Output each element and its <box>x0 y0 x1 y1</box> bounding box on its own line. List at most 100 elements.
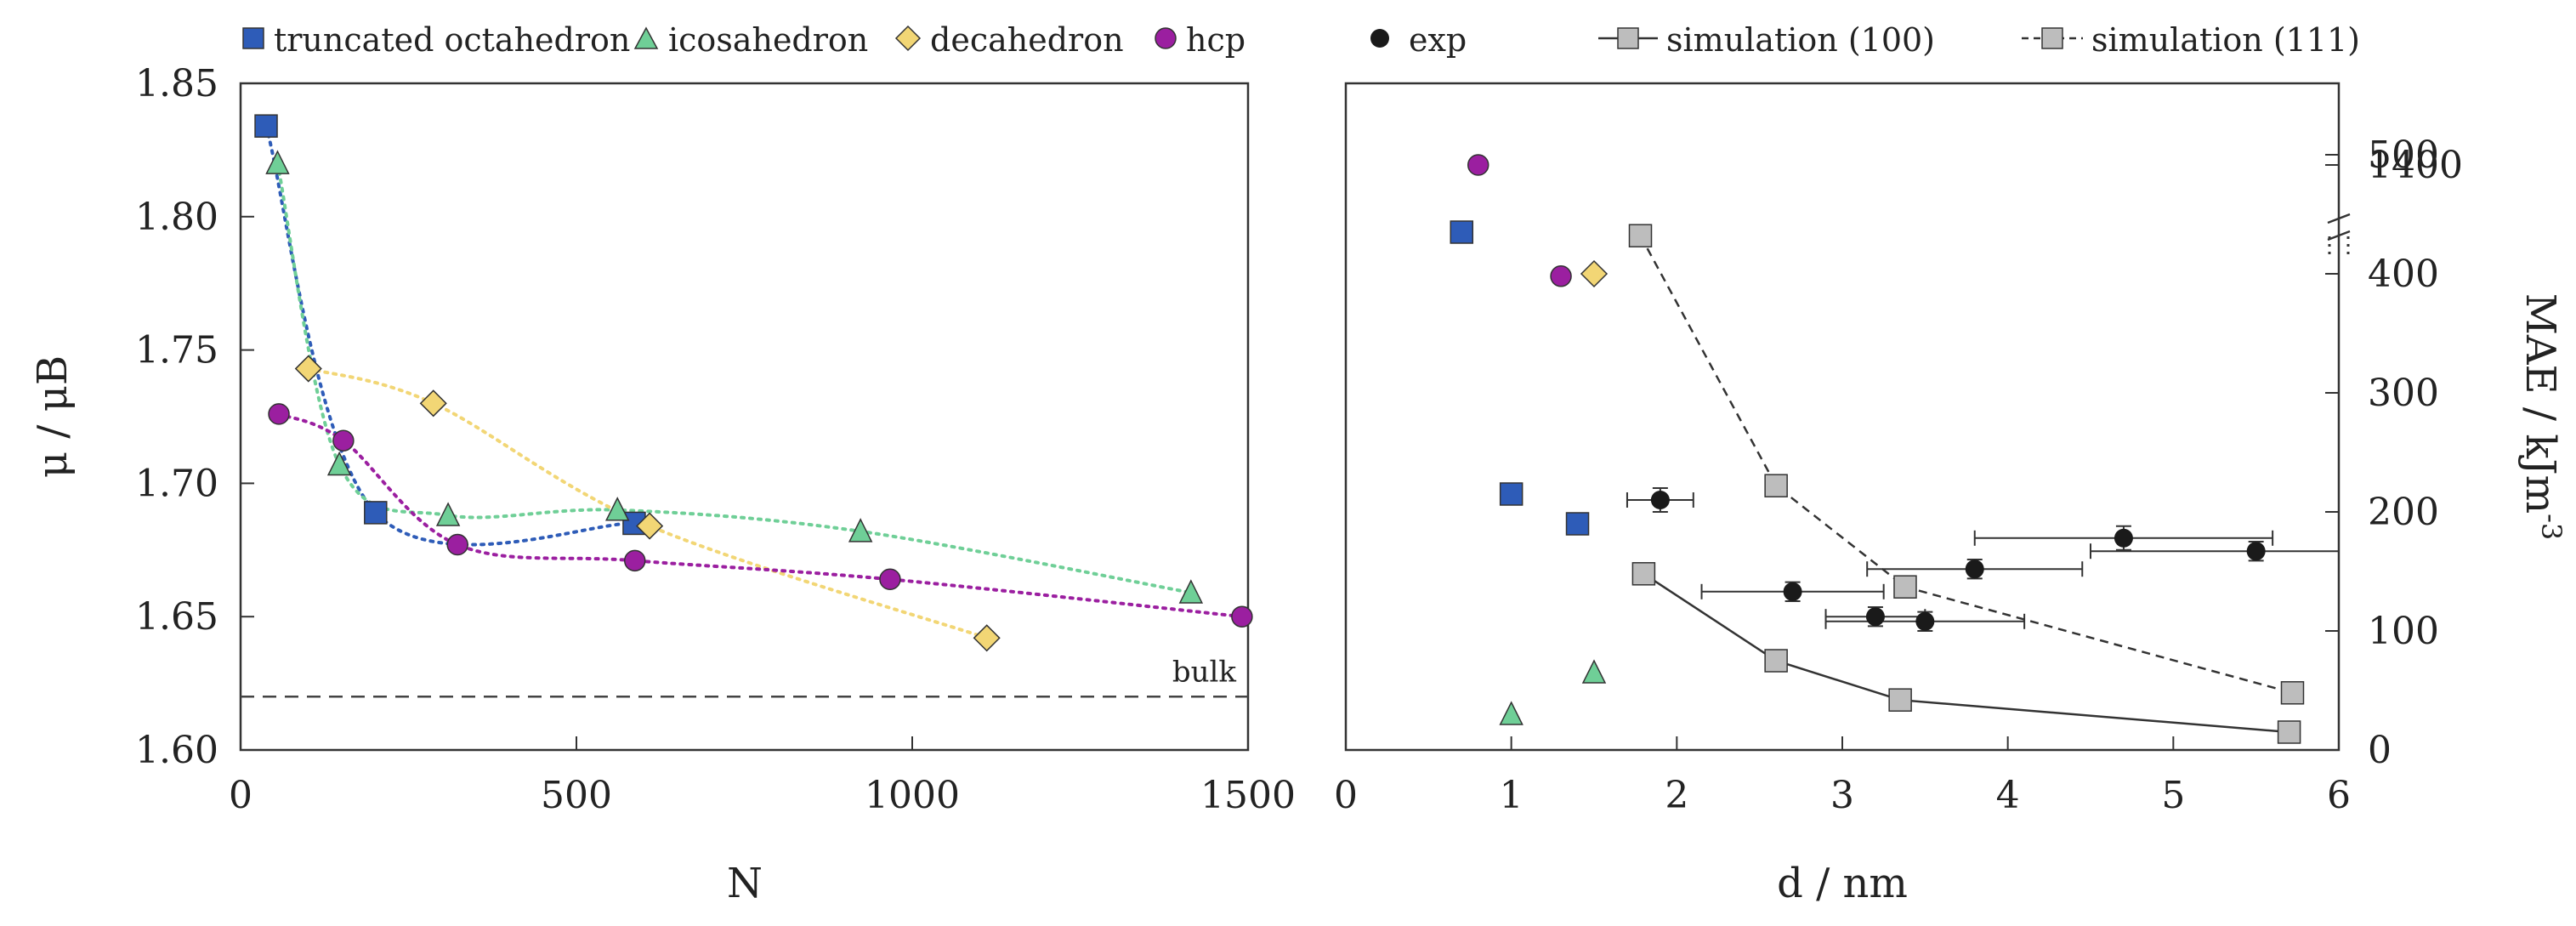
right-error-bars <box>1626 487 2339 632</box>
legend-marker-sim111 <box>2041 27 2063 49</box>
legend-label-sim100: simulation (100) <box>1666 21 1935 59</box>
point-exp <box>2114 528 2133 548</box>
point-exp <box>2246 542 2266 561</box>
left-x-axis-label: N <box>727 860 763 907</box>
legend-label-sim111: simulation (111) <box>2091 21 2360 59</box>
left-x-tick-label: 500 <box>541 774 612 817</box>
point-hcp <box>1467 154 1489 176</box>
right-x-axis-label: d / nm <box>1777 860 1908 907</box>
point-truncated_octahedron <box>1499 482 1523 506</box>
right-x-tick-label: 0 <box>1334 774 1358 817</box>
right-x-tick-label: 2 <box>1665 774 1688 817</box>
point-hcp <box>268 403 290 425</box>
point-decahedron <box>973 624 1001 652</box>
point-icosahedron <box>326 451 352 476</box>
right-y-axis-label-main: MAE / kJm <box>2516 293 2564 514</box>
point-hcp <box>1550 265 1572 287</box>
point-hcp <box>446 533 468 556</box>
line-sim100 <box>1643 572 2289 734</box>
point-sim111 <box>1764 474 1788 497</box>
left-y-tick-label: 1.65 <box>135 595 218 639</box>
right-y-tick-label: 200 <box>2368 491 2439 534</box>
legend-label-hcp: hcp <box>1186 21 1245 59</box>
right-x-tick-label: 5 <box>2161 774 2185 817</box>
fit-curve-truncated_octahedron <box>264 124 636 547</box>
left-chart-panel: bulk 0 500 1000 1500 1.60 1.65 1.70 1.75 1.80 1.8… <box>29 62 1296 907</box>
left-axis-ticks: 0 500 1000 1500 1.60 1.65 1.70 1.75 1.80 1.85 <box>135 62 1296 817</box>
right-y-tick-label: 0 <box>2368 729 2392 772</box>
point-sim100 <box>1888 688 1912 712</box>
point-decahedron <box>294 355 322 383</box>
fit-curve-icosahedron <box>275 162 1193 594</box>
left-fit-curves <box>264 124 1244 640</box>
point-icosahedron <box>435 502 461 526</box>
right-x-tick-label: 3 <box>1830 774 1854 817</box>
right-legend: exp simulation (100) simulation (111) <box>1370 21 2360 59</box>
y-axis-break-marks <box>2327 213 2351 258</box>
line-sim111 <box>1639 235 2293 695</box>
point-hcp <box>623 549 646 572</box>
point-icosahedron <box>1499 701 1523 725</box>
right-y-tick-label: 300 <box>2368 372 2439 415</box>
legend-marker-exp <box>1370 29 1389 48</box>
left-x-tick-label: 1000 <box>865 774 960 817</box>
left-x-tick-label: 1500 <box>1200 774 1296 817</box>
point-truncated_octahedron <box>1565 512 1590 536</box>
point-icosahedron <box>1178 579 1204 604</box>
point-truncated_octahedron <box>364 501 388 525</box>
legend-marker-hcp <box>1155 27 1177 49</box>
right-y-axis-label-sup: -3 <box>2535 514 2567 540</box>
point-decahedron <box>1580 259 1609 288</box>
point-exp <box>1915 611 1935 631</box>
point-truncated_octahedron <box>1450 220 1474 244</box>
point-exp <box>1783 582 1802 601</box>
right-x-tick-label: 1 <box>1500 774 1523 817</box>
legend-marker-icosahedron <box>633 26 659 49</box>
point-icosahedron <box>604 497 630 521</box>
left-y-tick-label: 1.80 <box>135 196 218 239</box>
point-exp <box>1865 607 1885 627</box>
legend-marker-truncated-octahedron <box>242 27 264 49</box>
legend-label-truncated-octahedron: truncated octahedron <box>274 21 630 59</box>
point-hcp <box>332 429 355 452</box>
fit-curve-decahedron <box>306 366 989 640</box>
point-hcp <box>1231 605 1253 628</box>
point-exp <box>1965 560 1984 579</box>
point-decahedron <box>636 512 664 540</box>
bulk-label: bulk <box>1172 655 1237 689</box>
right-y-tick-label: 400 <box>2368 253 2439 296</box>
point-icosahedron <box>848 518 873 543</box>
point-sim100 <box>2277 720 2301 744</box>
left-legend: truncated octahedron icosahedron decahed… <box>242 21 1245 59</box>
left-plot-frame <box>239 82 1250 752</box>
point-hcp <box>879 568 901 591</box>
right-x-tick-label: 6 <box>2327 774 2351 817</box>
point-icosahedron <box>1581 659 1607 684</box>
point-icosahedron <box>265 150 290 174</box>
legend-label-decahedron: decahedron <box>930 21 1124 59</box>
left-x-tick-label: 0 <box>229 774 252 817</box>
right-y-tick-label: 1400 <box>2368 144 2463 187</box>
left-data-points <box>254 114 1253 652</box>
legend-label-icosahedron: icosahedron <box>668 21 868 59</box>
point-sim100 <box>1631 562 1656 586</box>
right-y-axis-label: MAE / kJm-3 <box>2516 293 2567 541</box>
right-data-points <box>1450 154 2305 744</box>
point-truncated_octahedron <box>254 114 278 138</box>
left-y-tick-label: 1.85 <box>135 62 218 105</box>
point-decahedron <box>419 389 447 418</box>
right-simulation-lines <box>1639 235 2293 734</box>
left-y-axis-label: μ / μB <box>29 355 77 478</box>
legend-label-exp: exp <box>1409 21 1467 59</box>
point-sim100 <box>1764 649 1788 673</box>
legend-marker-sim100 <box>1617 27 1639 49</box>
left-y-tick-label: 1.70 <box>135 462 218 505</box>
point-exp <box>1650 491 1670 509</box>
fit-curve-hcp <box>277 412 1244 619</box>
break-mark-upper <box>2327 213 2351 224</box>
right-y-tick-label: 100 <box>2368 610 2439 653</box>
left-y-tick-label: 1.60 <box>135 729 218 772</box>
